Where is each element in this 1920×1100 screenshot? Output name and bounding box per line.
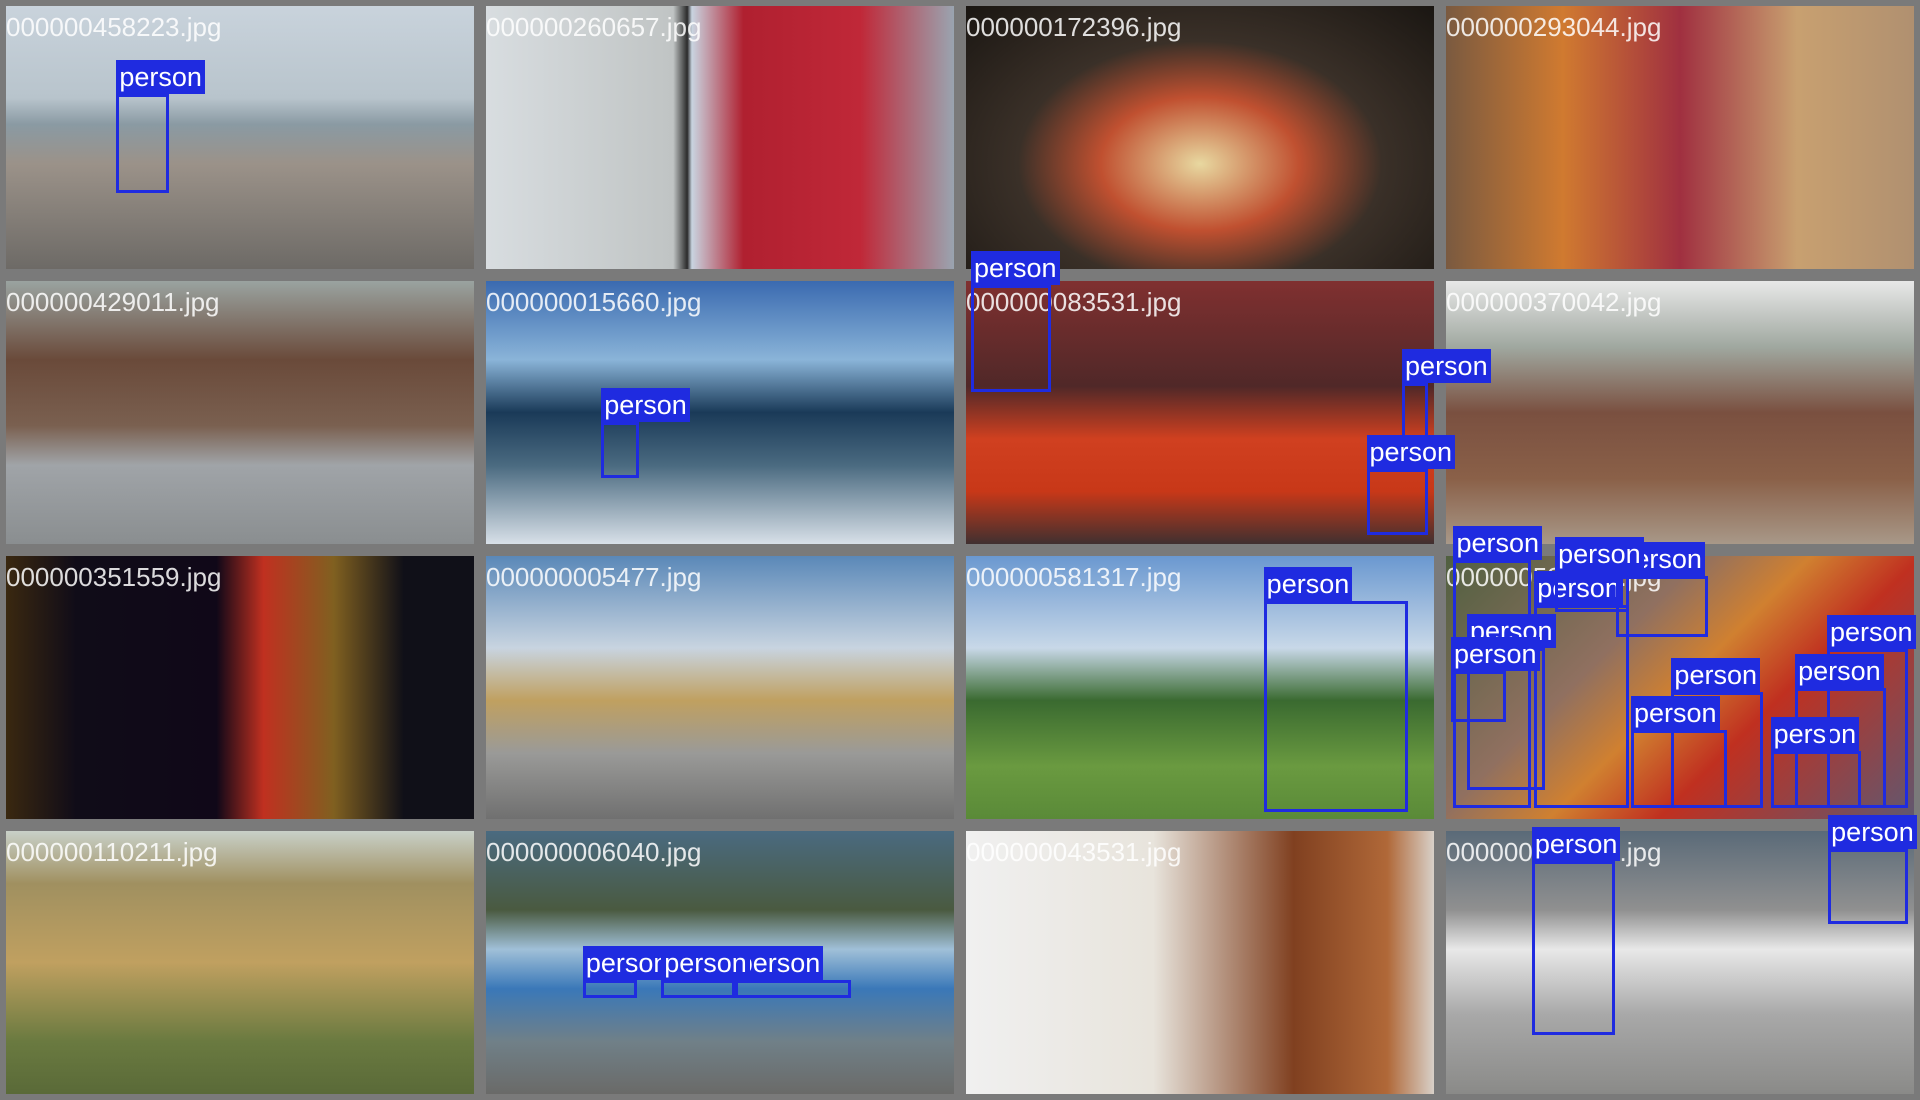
bounding-box — [1366, 468, 1428, 536]
bounding-box — [661, 979, 735, 998]
photo-tile: 000000458223.jpg — [6, 6, 474, 269]
bounding-box — [1531, 860, 1616, 1035]
bounding-box — [1828, 848, 1908, 925]
bounding-box — [582, 979, 637, 998]
bounding-box — [1534, 604, 1629, 809]
box-label: person — [1366, 434, 1456, 469]
filename: 000000370042.jpg — [1446, 287, 1662, 317]
box-label: person — [1826, 614, 1916, 649]
box-label: person — [1263, 567, 1353, 602]
filename: 000000351559.jpg — [6, 562, 222, 592]
filename: 000000110211.jpg — [6, 837, 218, 867]
photo-tile: 000000083531.jpg — [966, 281, 1434, 544]
photo-tile: 000000172396.jpg — [966, 6, 1434, 269]
box-label: person — [1828, 814, 1917, 849]
bounding-box — [601, 422, 640, 478]
bounding-box — [1555, 570, 1629, 613]
box-label: person — [1531, 826, 1621, 861]
photo-tile: 000000005477.jpg — [486, 556, 954, 819]
bounding-box — [1770, 750, 1862, 809]
bounding-box — [1453, 559, 1531, 809]
filename: 000000172396.jpg — [966, 12, 1182, 42]
photo-tile: 000000370042.jpg — [1446, 281, 1914, 544]
filename: 000000083531.jpg — [966, 287, 1182, 317]
bounding-box — [1631, 729, 1727, 809]
box-label: person — [1402, 349, 1491, 384]
filename: 000000458223.jpg — [6, 12, 222, 42]
photo-tile: 000000043531.jpg — [966, 831, 1434, 1094]
box-label: person — [601, 388, 690, 423]
box-label: person — [1453, 525, 1543, 560]
photo-tile: 000000293044.jpg — [1446, 6, 1914, 269]
filename: 000000006040.jpg — [486, 837, 702, 867]
bounding-box — [1451, 671, 1507, 723]
box-label: person — [1451, 637, 1540, 672]
filename: 000000293044.jpg — [1446, 12, 1662, 42]
box-label: person — [582, 945, 672, 980]
bounding-box — [1616, 575, 1709, 637]
filename: 000000581317.jpg — [966, 562, 1182, 592]
photo-tile: 000000015660.jpg — [486, 281, 954, 544]
bounding-box — [1402, 383, 1428, 441]
bounding-box — [971, 285, 1051, 392]
bounding-box — [1826, 648, 1908, 809]
filename: 000000260657.jpg — [486, 12, 702, 42]
photo-tile: 000000429011.jpg — [6, 281, 474, 544]
photo-tile: 000000260657.jpg — [486, 6, 954, 269]
box-label: person — [1795, 654, 1884, 689]
bounding-box — [1263, 601, 1409, 812]
photo-tile: 000000110211.jpg — [6, 831, 474, 1094]
box-label: person — [1631, 695, 1720, 730]
filename: 000000429011.jpg — [6, 287, 220, 317]
filename: 000000015660.jpg — [486, 287, 702, 317]
box-label: person — [1555, 536, 1644, 571]
box-label: person — [1534, 570, 1623, 605]
box-label: person — [1770, 716, 1860, 751]
photo-tile: 000000581317.jpg — [966, 556, 1434, 819]
box-label: person — [1671, 657, 1760, 692]
box-label: person — [116, 60, 205, 95]
bounding-box — [116, 94, 169, 194]
filename: 000000043531.jpg — [966, 837, 1182, 867]
bounding-box — [734, 979, 851, 998]
filename: 000000005477.jpg — [486, 562, 702, 592]
photo-tile: 000000351559.jpg — [6, 556, 474, 819]
box-label: person — [971, 251, 1060, 286]
box-label: person — [661, 945, 750, 980]
